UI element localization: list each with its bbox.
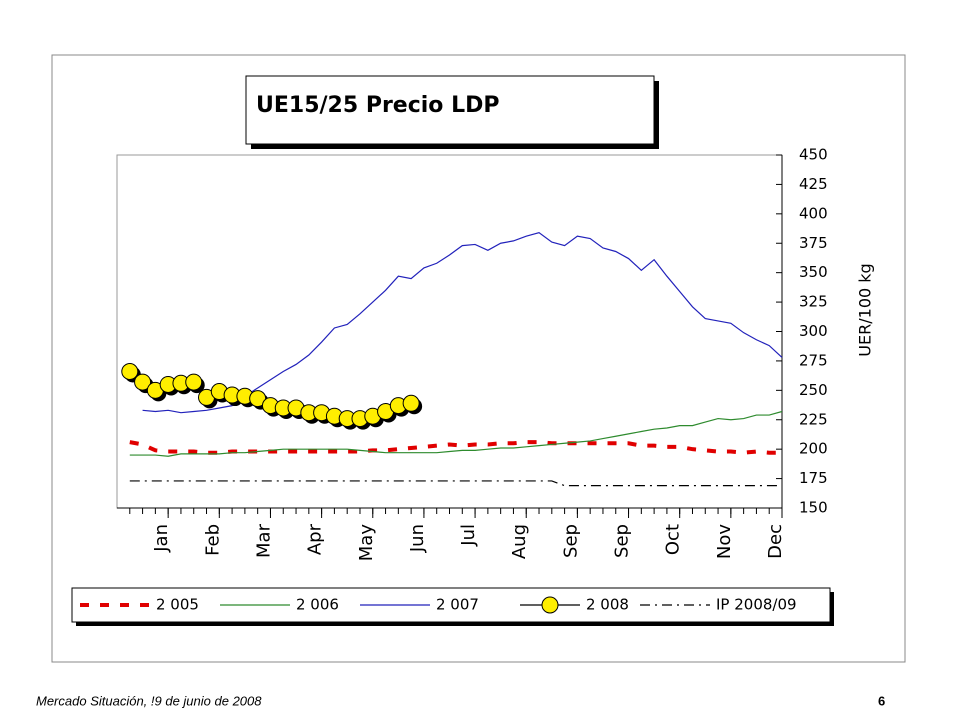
x-tick-label: Dec [765,524,786,559]
series-line [129,480,782,487]
y-tick-label: 175 [799,469,828,487]
plot-area [116,154,783,509]
marker [121,363,139,381]
y-tick-label: 425 [799,175,828,193]
legend-marker [541,596,559,614]
x-tick-label: Jun [407,524,428,553]
x-tick-label: Sep [560,524,581,558]
y-tick-label: 375 [799,234,828,252]
marker [185,373,203,391]
y-tick-label: 400 [799,204,828,222]
legend-label: 2 006 [296,596,339,614]
legend-label: 2 005 [156,596,199,614]
legend-label: 2 008 [586,596,629,614]
x-tick-label: Apr [305,523,326,555]
marker [402,394,420,412]
x-tick-label: Feb [202,524,223,556]
y-axis-label: UER/100 kg [856,263,875,356]
x-tick-label: Aug [509,524,530,559]
x-tick-label: Nov [714,524,735,559]
marker [249,390,267,408]
marker [134,373,152,391]
x-tick-label: Jul [458,524,479,547]
y-tick-label: 250 [799,381,828,399]
x-tick-label: Oct [663,524,684,555]
title-box [245,75,655,145]
plot: 150 175 200 225 250 275 300 325 350 375 400 425 450 J… [117,146,828,562]
frame [51,54,906,663]
series-line [142,232,783,414]
chart-title: UE15/25 Precio LDP [256,93,499,118]
legend: 2 005 2 006 2 007 2 008 IP 2008/09 [80,596,797,614]
page-number: 6 [878,693,885,708]
x-tick-label: May [356,524,377,562]
y-tick-label: 350 [799,263,828,281]
x-tick-label: Jan [151,524,172,553]
y-tick-label: 300 [799,322,828,340]
y-tick-label: 325 [799,293,828,311]
y-tick-label: 450 [799,146,828,164]
series-line [129,410,783,457]
series-line [129,440,782,455]
x-tick-label: Sep [612,524,633,558]
legend-label: IP 2008/09 [716,596,797,614]
y-tick-label: 200 [799,440,828,458]
y-tick-label: 150 [799,499,828,517]
x-tick-label: Mar [253,523,274,558]
legend-label: 2 007 [436,596,479,614]
footer: Mercado Situación, !9 de junio de 2008 [36,693,262,708]
legend-box [71,587,831,623]
y-tick-label: 225 [799,410,828,428]
y-tick-label: 275 [799,351,828,369]
